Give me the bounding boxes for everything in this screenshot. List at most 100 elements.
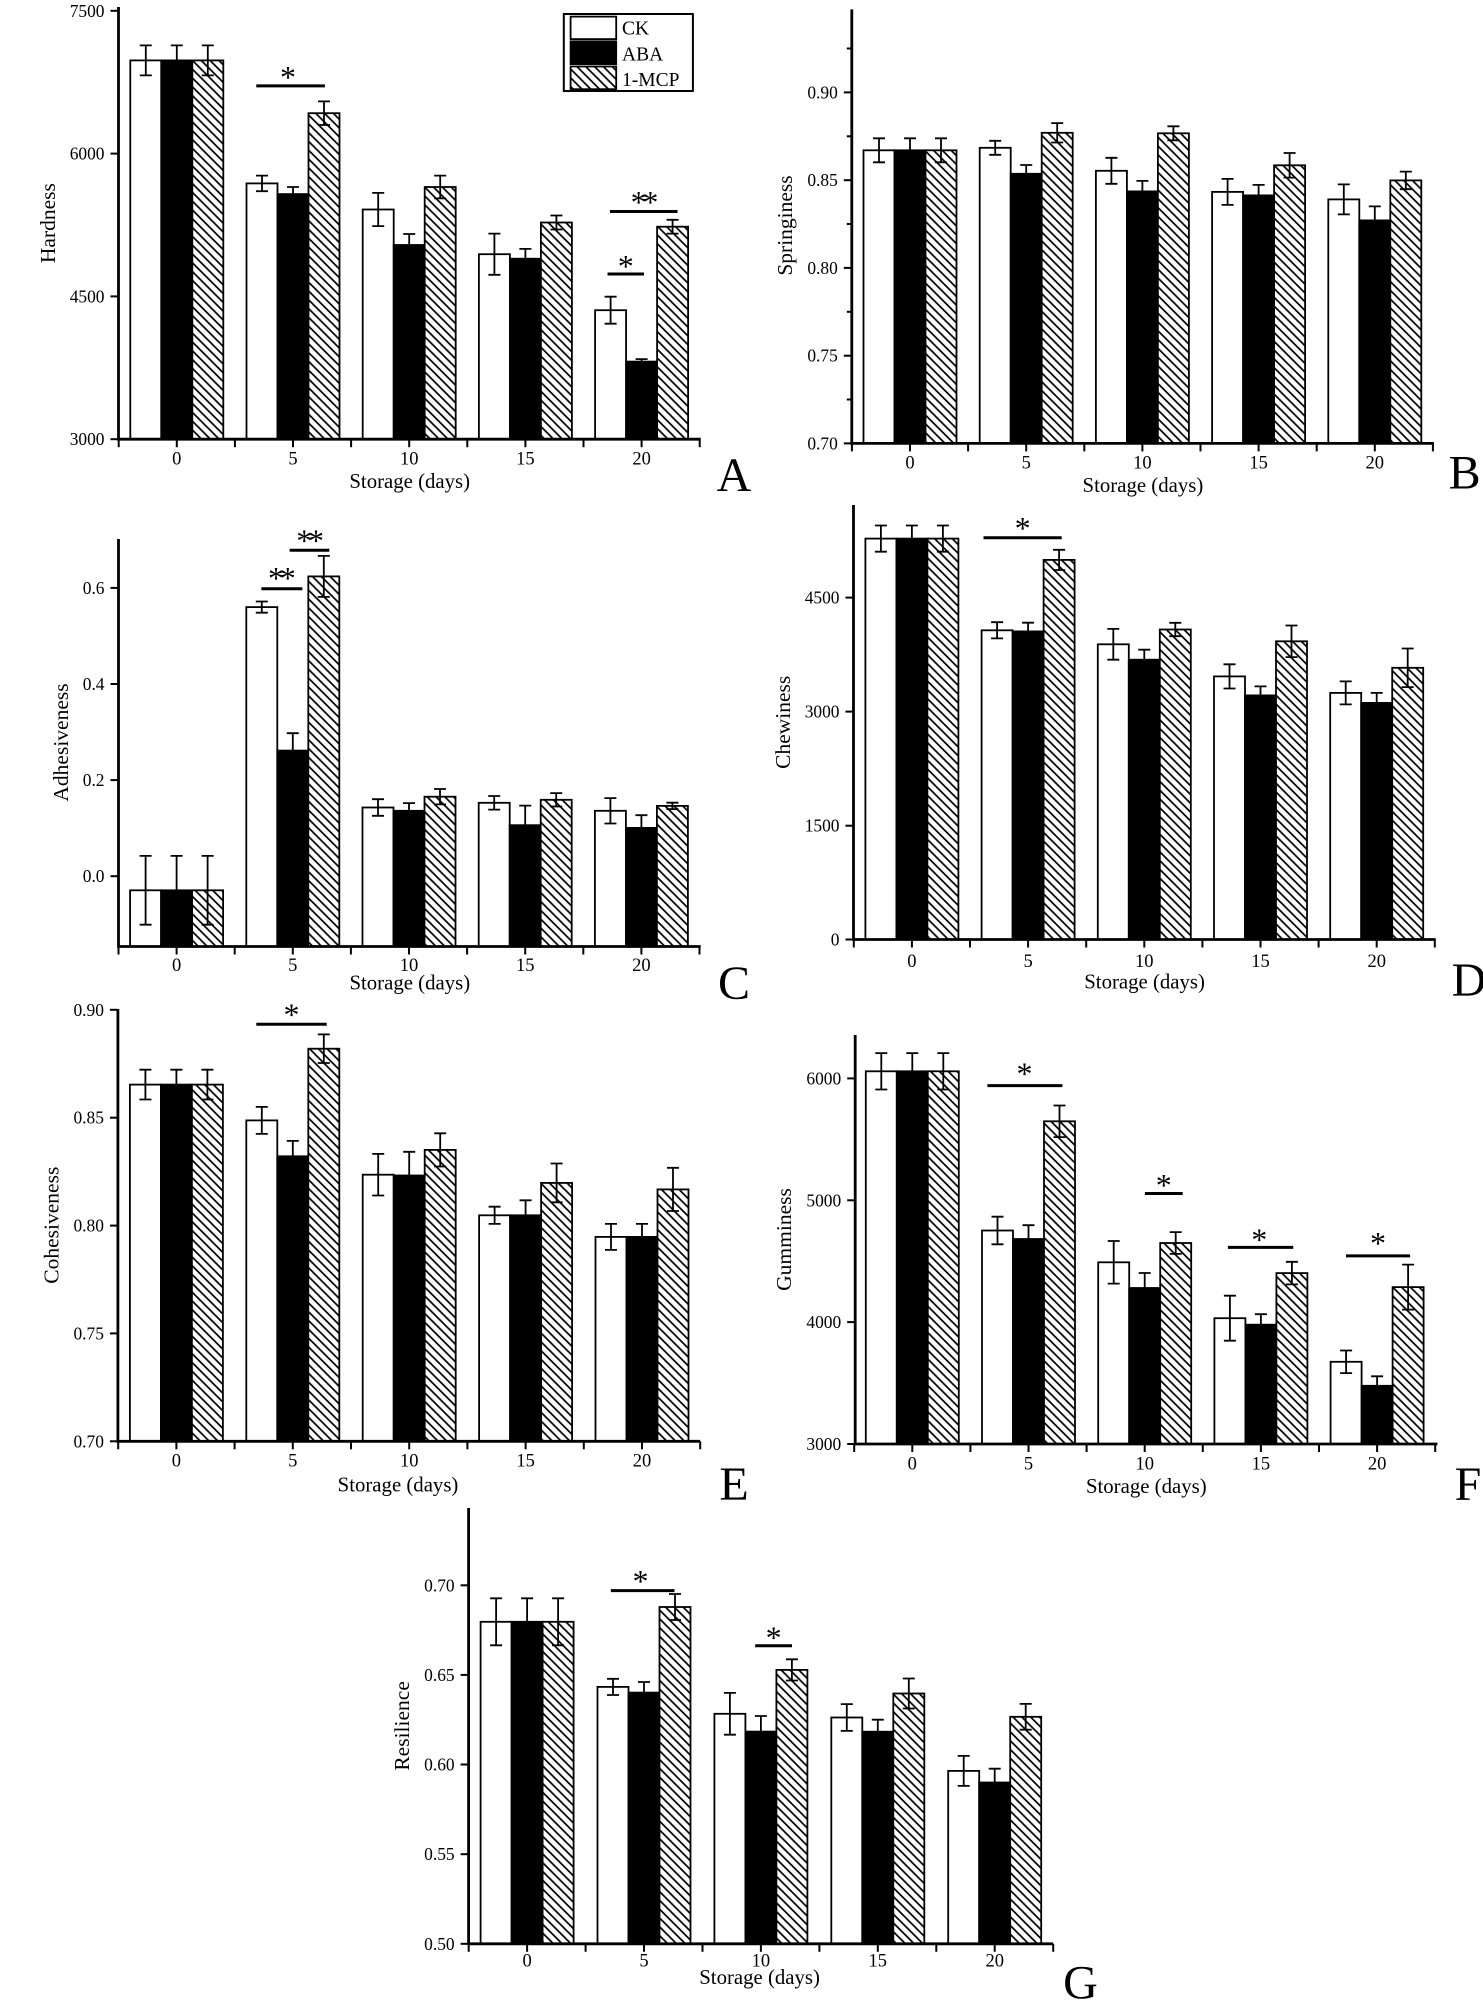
svg-text:*: * [1370, 1225, 1386, 1261]
svg-text:0.50: 0.50 [424, 1934, 455, 1954]
svg-text:0.65: 0.65 [424, 1665, 455, 1685]
svg-text:10: 10 [400, 1451, 419, 1471]
svg-text:B: B [1449, 447, 1481, 500]
svg-text:0.75: 0.75 [73, 1323, 104, 1343]
svg-text:0.55: 0.55 [424, 1844, 455, 1864]
svg-text:3000: 3000 [805, 702, 840, 722]
svg-text:0.75: 0.75 [807, 346, 838, 366]
svg-text:0: 0 [522, 1952, 531, 1972]
svg-text:0.90: 0.90 [807, 82, 838, 102]
svg-text:5000: 5000 [806, 1190, 841, 1210]
svg-text:5: 5 [288, 956, 297, 976]
svg-text:15: 15 [869, 1952, 888, 1972]
svg-text:Storage (days): Storage (days) [1086, 1475, 1207, 1498]
svg-text:*: * [618, 248, 634, 284]
svg-text:4000: 4000 [806, 1312, 841, 1332]
svg-text:15: 15 [1252, 1455, 1271, 1475]
svg-text:20: 20 [1366, 453, 1385, 473]
svg-text:Resilience: Resilience [390, 1681, 414, 1771]
svg-text:20: 20 [1367, 952, 1386, 972]
svg-text:Gumminess: Gumminess [772, 1188, 796, 1291]
svg-text:3000: 3000 [806, 1434, 841, 1454]
svg-text:*: * [633, 1563, 649, 1599]
svg-text:*: * [280, 59, 296, 95]
svg-text:0.70: 0.70 [424, 1575, 455, 1595]
svg-text:*: * [268, 560, 284, 596]
svg-text:5: 5 [1023, 952, 1032, 972]
svg-text:E: E [719, 1458, 748, 1511]
svg-text:1-MCP: 1-MCP [622, 70, 680, 91]
svg-text:5: 5 [639, 1952, 648, 1972]
svg-text:ABA: ABA [622, 45, 663, 66]
svg-text:*: * [296, 523, 312, 559]
svg-text:Adhesiveness: Adhesiveness [49, 683, 73, 801]
svg-text:*: * [1156, 1167, 1172, 1203]
svg-text:Storage (days): Storage (days) [1083, 474, 1204, 497]
svg-text:10: 10 [1135, 952, 1154, 972]
svg-text:7500: 7500 [70, 1, 105, 21]
svg-text:5: 5 [288, 1451, 297, 1471]
svg-text:*: * [280, 560, 296, 596]
svg-text:C: C [718, 957, 750, 1010]
svg-text:Chewiness: Chewiness [771, 676, 795, 769]
svg-text:0.80: 0.80 [73, 1216, 104, 1236]
svg-text:6000: 6000 [806, 1068, 841, 1088]
svg-text:1500: 1500 [805, 816, 840, 836]
svg-text:Storage (days): Storage (days) [1084, 971, 1205, 994]
svg-text:Storage (days): Storage (days) [338, 1474, 459, 1497]
svg-text:3000: 3000 [70, 429, 105, 449]
svg-text:*: * [1015, 510, 1031, 546]
svg-text:0: 0 [172, 1451, 181, 1471]
svg-text:5: 5 [288, 449, 297, 469]
svg-text:Hardness: Hardness [36, 183, 60, 263]
svg-text:0.2: 0.2 [83, 770, 105, 790]
svg-text:0.85: 0.85 [73, 1108, 104, 1128]
svg-text:6000: 6000 [70, 144, 105, 164]
svg-text:0.70: 0.70 [807, 433, 838, 453]
svg-text:*: * [1251, 1222, 1267, 1258]
svg-text:5: 5 [1024, 1455, 1033, 1475]
svg-text:A: A [717, 449, 752, 502]
svg-text:10: 10 [1133, 453, 1152, 473]
svg-text:*: * [284, 997, 300, 1033]
svg-text:15: 15 [516, 956, 535, 976]
svg-text:15: 15 [1251, 952, 1270, 972]
svg-text:20: 20 [985, 1952, 1004, 1972]
svg-text:15: 15 [516, 449, 535, 469]
svg-text:*: * [1017, 1056, 1033, 1092]
svg-text:15: 15 [516, 1451, 535, 1471]
svg-text:10: 10 [400, 449, 419, 469]
svg-text:0: 0 [172, 956, 181, 976]
svg-text:20: 20 [1368, 1455, 1387, 1475]
svg-text:CK: CK [622, 19, 649, 40]
svg-text:0.60: 0.60 [424, 1755, 455, 1775]
svg-text:0: 0 [908, 1455, 917, 1475]
svg-text:Cohesiveness: Cohesiveness [40, 1167, 64, 1284]
svg-text:0: 0 [172, 449, 181, 469]
svg-text:D: D [1452, 954, 1483, 1007]
svg-text:0: 0 [907, 952, 916, 972]
svg-text:*: * [642, 184, 658, 220]
svg-text:*: * [631, 184, 647, 220]
svg-text:Storage (days): Storage (days) [349, 470, 470, 493]
svg-text:0: 0 [905, 453, 914, 473]
svg-text:20: 20 [633, 1451, 652, 1471]
svg-text:0.90: 0.90 [73, 1000, 104, 1020]
svg-text:F: F [1455, 1458, 1482, 1511]
svg-text:Storage (days): Storage (days) [349, 972, 470, 995]
svg-text:4500: 4500 [805, 588, 840, 608]
svg-text:20: 20 [632, 449, 651, 469]
svg-text:10: 10 [752, 1952, 771, 1972]
svg-text:0.70: 0.70 [73, 1431, 104, 1451]
svg-text:0: 0 [831, 930, 840, 950]
svg-text:15: 15 [1249, 453, 1268, 473]
svg-text:*: * [308, 523, 324, 559]
svg-text:*: * [766, 1620, 782, 1656]
svg-text:0.6: 0.6 [83, 578, 105, 598]
svg-text:Springiness: Springiness [773, 175, 797, 275]
svg-text:0.80: 0.80 [807, 258, 838, 278]
svg-text:Storage (days): Storage (days) [699, 1966, 820, 1989]
svg-text:0.4: 0.4 [83, 674, 105, 694]
svg-text:0.85: 0.85 [807, 170, 838, 190]
svg-text:0.0: 0.0 [83, 866, 105, 886]
